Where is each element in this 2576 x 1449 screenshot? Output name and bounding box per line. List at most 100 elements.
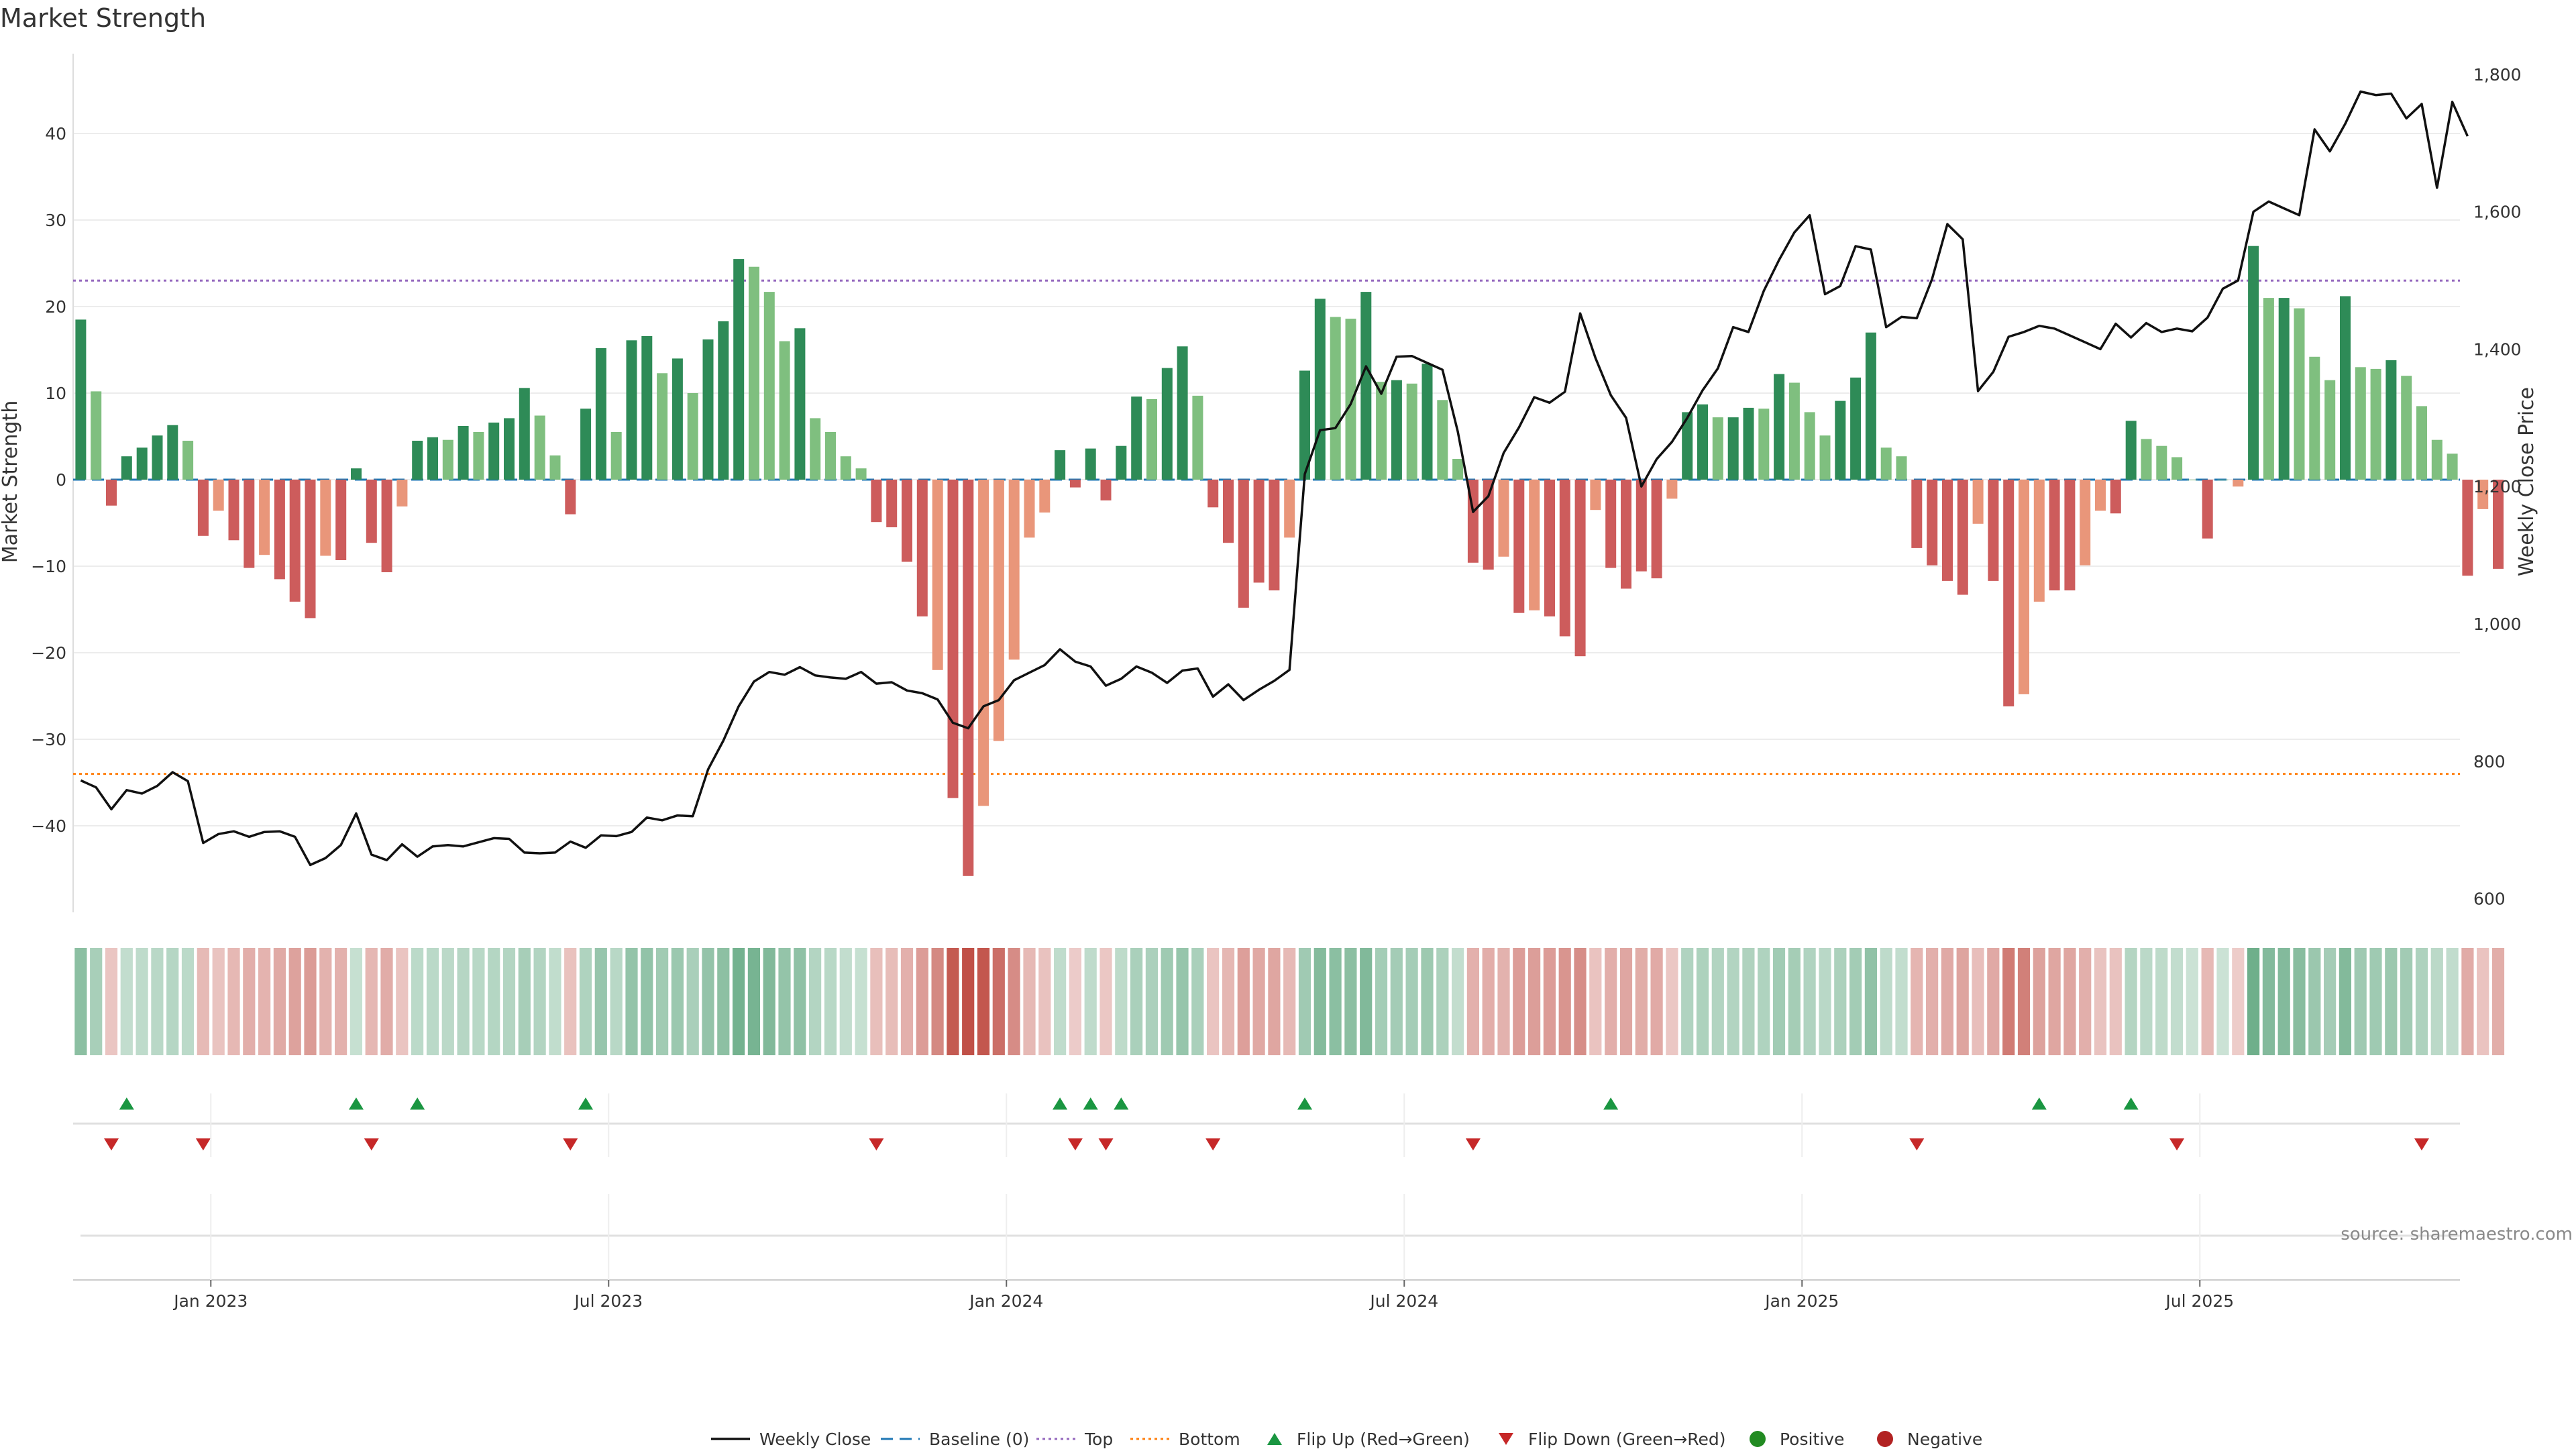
strength-bar	[1008, 480, 1020, 660]
heat-cell	[181, 948, 195, 1055]
flip-down-marker	[2169, 1138, 2185, 1150]
strength-bar	[1804, 412, 1815, 480]
heat-cell	[2354, 948, 2367, 1055]
strength-bar	[1330, 317, 1341, 480]
heat-cell	[243, 948, 256, 1055]
strength-bar	[1314, 299, 1326, 480]
strength-bar	[1911, 480, 1923, 548]
strength-bar	[825, 432, 836, 480]
strength-bar	[641, 335, 653, 480]
heat-cell	[625, 948, 638, 1055]
flip-up-marker	[2031, 1097, 2047, 1110]
flip-down-marker	[1205, 1138, 1221, 1150]
strength-bar	[2355, 367, 2366, 480]
strength-bar	[1712, 417, 1723, 480]
flip-down-marker	[104, 1138, 119, 1150]
heat-cell	[564, 948, 577, 1055]
heat-cell	[656, 948, 669, 1055]
strength-bar	[626, 340, 637, 480]
flip-down-marker	[1098, 1138, 1114, 1150]
strength-bar	[1284, 480, 1295, 538]
heat-cell	[472, 948, 485, 1055]
heat-cell	[2033, 948, 2045, 1055]
left-tick-label: 40	[45, 124, 66, 144]
x-axis: Jan 2023 Jul 2023 Jan 2024 Jul 2024 Jan 2025…	[73, 1093, 2460, 1311]
strength-bar	[1483, 480, 1494, 570]
heat-cell	[426, 948, 439, 1055]
heat-cell	[2063, 948, 2076, 1055]
right-tick-label: 800	[2473, 752, 2506, 771]
strength-bar	[2340, 296, 2351, 480]
heat-cell	[1023, 948, 1036, 1055]
left-axis-label: Market Strength	[0, 400, 22, 563]
right-axis-label: Weekly Close Price	[2515, 387, 2538, 576]
strength-bar	[534, 415, 545, 480]
strength-bar	[763, 292, 775, 480]
legend-label-baseline: Baseline (0)	[929, 1430, 1029, 1449]
heat-cell	[641, 948, 653, 1055]
heat-cell	[136, 948, 148, 1055]
strength-bar	[1621, 480, 1631, 589]
flip-down-marker	[1909, 1138, 1925, 1150]
strength-bar	[840, 456, 851, 480]
heat-strip	[74, 948, 2505, 1055]
strength-bar	[1116, 445, 1127, 480]
heat-cell	[1788, 948, 1801, 1055]
flip-up-marker	[348, 1097, 364, 1110]
strength-bar	[396, 480, 408, 506]
heat-cell	[1849, 948, 1862, 1055]
heat-cell	[1528, 948, 1541, 1055]
heat-cell	[1191, 948, 1204, 1055]
legend-swatch-positive	[1750, 1431, 1766, 1447]
heat-cell	[1666, 948, 1678, 1055]
legend-swatch-flip-up	[1267, 1433, 1282, 1445]
heat-cell	[74, 948, 87, 1055]
strength-bar	[2278, 298, 2290, 480]
heat-cell	[2094, 948, 2107, 1055]
strength-bar	[197, 480, 209, 536]
strength-bar	[2125, 421, 2137, 480]
heat-cell	[197, 948, 209, 1055]
heat-cell	[977, 948, 990, 1055]
heat-cell	[2262, 948, 2275, 1055]
heat-cell	[2308, 948, 2321, 1055]
strength-bar	[565, 480, 576, 515]
heat-cell	[962, 948, 975, 1055]
heat-cell	[2477, 948, 2489, 1055]
strength-bar	[2309, 356, 2320, 480]
right-tick-label: 1,000	[2473, 614, 2522, 634]
x-tick-label: Jul 2025	[2164, 1291, 2234, 1311]
strength-bar	[2141, 439, 2152, 480]
heat-cell	[1375, 948, 1388, 1055]
strength-bar	[2033, 480, 2045, 602]
heat-cell	[1329, 948, 1342, 1055]
strength-bar	[1238, 480, 1249, 608]
heat-cell	[1268, 948, 1281, 1055]
strength-bar	[412, 441, 423, 480]
legend-label-negative: Negative	[1907, 1430, 1982, 1449]
strength-bar	[1605, 480, 1617, 568]
strength-bar	[916, 480, 928, 616]
heat-cell	[2339, 948, 2351, 1055]
heat-cell	[1497, 948, 1510, 1055]
strength-bar	[1896, 456, 1907, 480]
heat-cell	[778, 948, 791, 1055]
heat-cell	[2415, 948, 2428, 1055]
heat-cell	[2048, 948, 2061, 1055]
heat-cell	[1436, 948, 1449, 1055]
heat-cell	[365, 948, 378, 1055]
heat-cell	[227, 948, 240, 1055]
strength-bar	[1574, 480, 1586, 657]
strength-bar	[1529, 480, 1540, 610]
heat-cell	[1161, 948, 1173, 1055]
strength-bar	[871, 480, 882, 523]
strength-bar	[519, 388, 530, 480]
x-tick-label: Jan 2023	[172, 1291, 248, 1311]
heat-cell	[702, 948, 714, 1055]
strength-bar	[182, 441, 194, 480]
heat-cell	[1283, 948, 1296, 1055]
strength-bar	[2233, 480, 2244, 487]
strength-bar	[259, 480, 270, 555]
heat-cell	[273, 948, 286, 1055]
heat-cell	[2232, 948, 2245, 1055]
